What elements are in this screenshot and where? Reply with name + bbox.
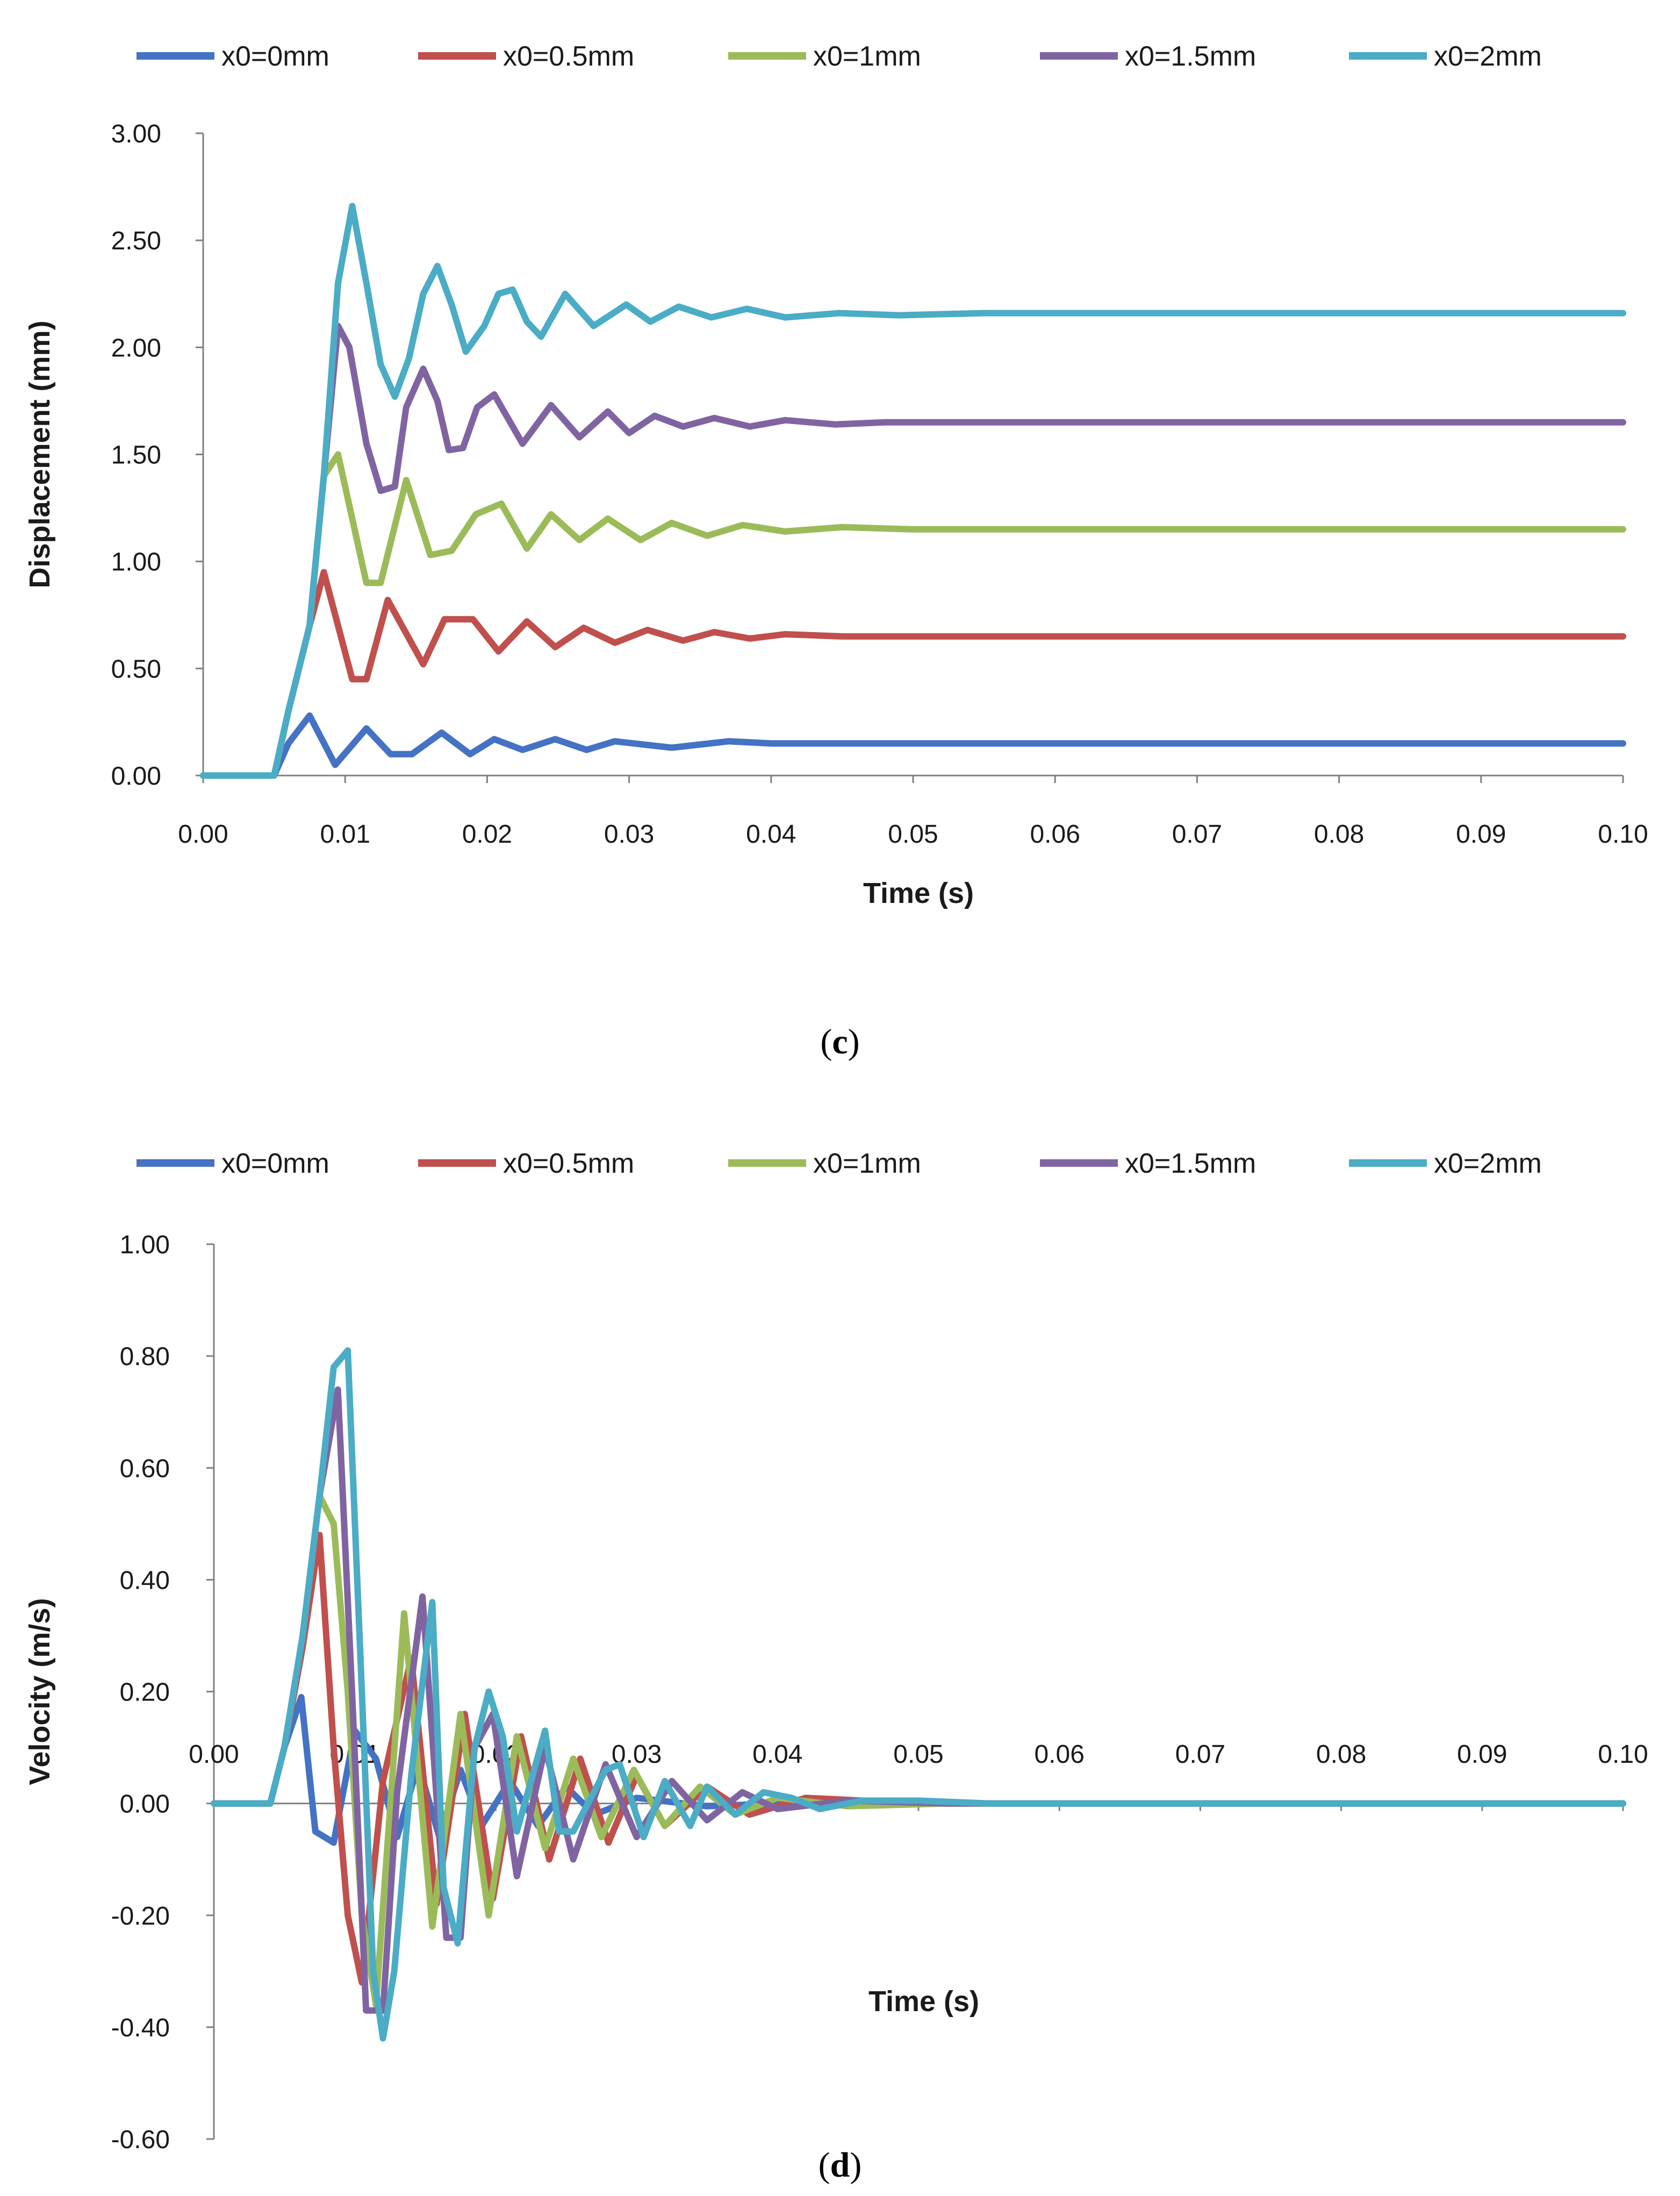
x-tick-label: 0.08 xyxy=(1316,1740,1366,1769)
y-tick-label: -0.40 xyxy=(111,2014,170,2042)
y-tick-label: 0.80 xyxy=(120,1343,170,1371)
x-tick-label: 0.09 xyxy=(1456,820,1506,849)
legend-item: x0=2mm xyxy=(1349,1148,1542,1179)
y-tick-label: 1.00 xyxy=(111,548,161,577)
series-line xyxy=(200,203,1626,779)
x-tick-label: 0.08 xyxy=(1314,820,1364,849)
x-tick-label: 0.01 xyxy=(320,820,370,849)
x-tick-label: 0.07 xyxy=(1175,1740,1225,1769)
x-tick-label: 0.02 xyxy=(462,820,512,849)
y-tick-label: 0.00 xyxy=(120,1790,170,1819)
x-axis-title: Time (s) xyxy=(863,877,974,909)
x-tick-label: 0.09 xyxy=(1457,1740,1507,1769)
panel-caption: (c) xyxy=(820,1022,859,1061)
legend-label: x0=1mm xyxy=(813,1148,921,1179)
x-tick-label: 0.10 xyxy=(1598,820,1648,849)
series-line xyxy=(211,1386,1626,2014)
legend-item: x0=0mm xyxy=(137,1148,329,1179)
y-tick-label: 2.00 xyxy=(111,334,161,362)
legend-label: x0=1.5mm xyxy=(1125,1148,1256,1179)
legend-item: x0=2mm xyxy=(1349,41,1542,72)
legend-label: x0=2mm xyxy=(1434,1148,1542,1179)
x-tick-label: 0.07 xyxy=(1172,820,1222,849)
series-line xyxy=(200,712,1626,779)
y-tick-label: 0.00 xyxy=(111,762,161,791)
x-tick-label: 0.06 xyxy=(1030,820,1080,849)
legend-label: x0=0.5mm xyxy=(503,41,634,72)
y-tick-label: 0.20 xyxy=(120,1678,170,1707)
x-tick-label: 0.03 xyxy=(604,820,654,849)
x-axis-title: Time (s) xyxy=(868,1985,979,2018)
y-tick-label: -0.60 xyxy=(111,2126,170,2154)
x-tick-label: 0.04 xyxy=(746,820,796,849)
y-axis-title: Displacement (mm) xyxy=(24,320,56,588)
x-tick-label: 0.06 xyxy=(1034,1740,1084,1769)
legend-item: x0=1mm xyxy=(728,1148,921,1179)
panel-caption: (d) xyxy=(819,2145,862,2185)
legend-item: x0=0mm xyxy=(137,41,329,72)
y-tick-label: 2.50 xyxy=(111,227,161,255)
y-tick-label: 0.60 xyxy=(120,1454,170,1483)
legend-label: x0=0mm xyxy=(221,1148,329,1179)
displacement-chart: x0=0mm x0=0.5mm x0=1mm x0=1.5mm x0=2mm 0.00 0.… xyxy=(24,41,1648,1061)
y-tick-label: 1.50 xyxy=(111,441,161,470)
legend-item: x0=1mm xyxy=(728,41,921,72)
x-tick-label: 0.04 xyxy=(752,1740,802,1769)
x-tick-label: 0.00 xyxy=(178,820,228,849)
y-tick-label: -0.20 xyxy=(111,1902,170,1931)
y-tick-label: 1.00 xyxy=(120,1231,170,1259)
x-tick-label: 0.00 xyxy=(189,1740,239,1769)
y-tick-label: 3.00 xyxy=(111,120,161,148)
legend-item: x0=0.5mm xyxy=(418,1148,634,1179)
x-tick-label: 0.05 xyxy=(888,820,938,849)
legend-label: x0=1mm xyxy=(813,41,921,72)
y-tick-label: 0.40 xyxy=(120,1566,170,1595)
legend-item: x0=0.5mm xyxy=(418,41,634,72)
series-line xyxy=(200,569,1626,779)
y-axis-title: Velocity (m/s) xyxy=(24,1598,56,1785)
legend-label: x0=2mm xyxy=(1434,41,1542,72)
x-tick-label: 0.10 xyxy=(1598,1740,1648,1769)
y-tick-label: 0.50 xyxy=(111,655,161,684)
legend-item: x0=1.5mm xyxy=(1040,41,1256,72)
x-tick-label: 0.05 xyxy=(893,1740,943,1769)
legend-label: x0=0.5mm xyxy=(503,1148,634,1179)
legend-label: x0=1.5mm xyxy=(1125,41,1256,72)
legend-item: x0=1.5mm xyxy=(1040,1148,1256,1179)
legend-label: x0=0mm xyxy=(221,41,329,72)
series-line xyxy=(200,322,1626,779)
series-line xyxy=(211,1347,1626,2042)
series-line xyxy=(200,451,1626,779)
velocity-chart: x0=0mm x0=0.5mm x0=1mm x0=1.5mm x0=2mm -0.60 -… xyxy=(24,1148,1648,2185)
